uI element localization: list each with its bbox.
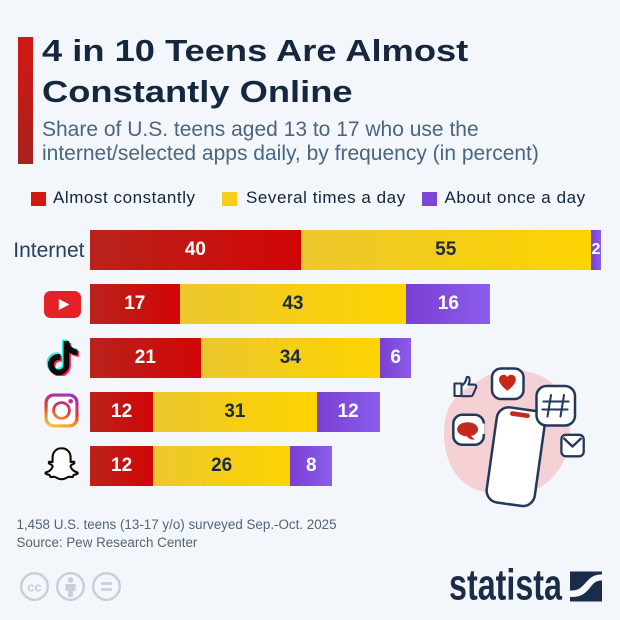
svg-text:statista: statista [449,561,562,610]
svg-text:cc: cc [27,579,41,594]
